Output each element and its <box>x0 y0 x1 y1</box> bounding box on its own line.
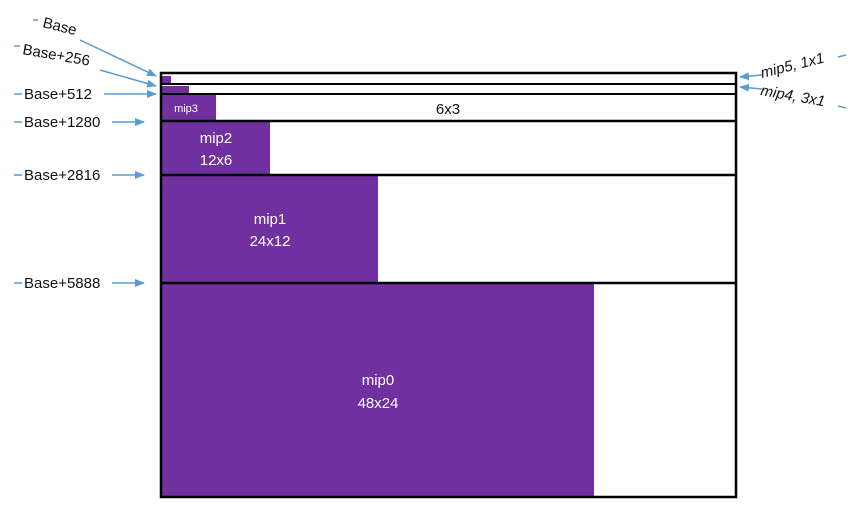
base-256-label: Base+256 <box>21 41 91 70</box>
mip5-region <box>162 76 171 83</box>
mip4-tick <box>837 105 847 109</box>
mip4-region <box>162 86 189 93</box>
mip0-name: mip0 <box>362 372 395 389</box>
base-5888-label: Base+5888 <box>24 275 100 292</box>
mip1-dims: 24x12 <box>250 233 291 250</box>
memory-frame <box>159 71 738 499</box>
mip4-label: mip4, 3x1 <box>759 82 826 110</box>
mip5-tick <box>837 54 847 58</box>
mip5-arrow <box>739 72 763 81</box>
base-2816-label: Base+2816 <box>24 167 100 184</box>
mip5-label: mip5, 1x1 <box>759 50 826 82</box>
mip0-dims: 48x24 <box>358 395 399 412</box>
mip2-region <box>162 122 270 174</box>
base-1280-label: Base+1280 <box>24 114 100 131</box>
base-label: Base <box>41 14 78 39</box>
mip4-arrow <box>739 83 763 92</box>
base-arrow <box>79 39 157 77</box>
mip2-name: mip2 <box>200 130 233 147</box>
mip1-region <box>162 176 378 282</box>
mip0-region <box>162 284 594 496</box>
mip3-region <box>162 95 216 120</box>
base-512-label: Base+512 <box>24 86 92 103</box>
mip3-name: mip3 <box>174 103 198 115</box>
mip3-dims: 6x3 <box>436 101 460 118</box>
mip1-name: mip1 <box>254 211 287 228</box>
mip2-dims: 12x6 <box>200 152 233 169</box>
base-256-arrow <box>99 69 157 88</box>
